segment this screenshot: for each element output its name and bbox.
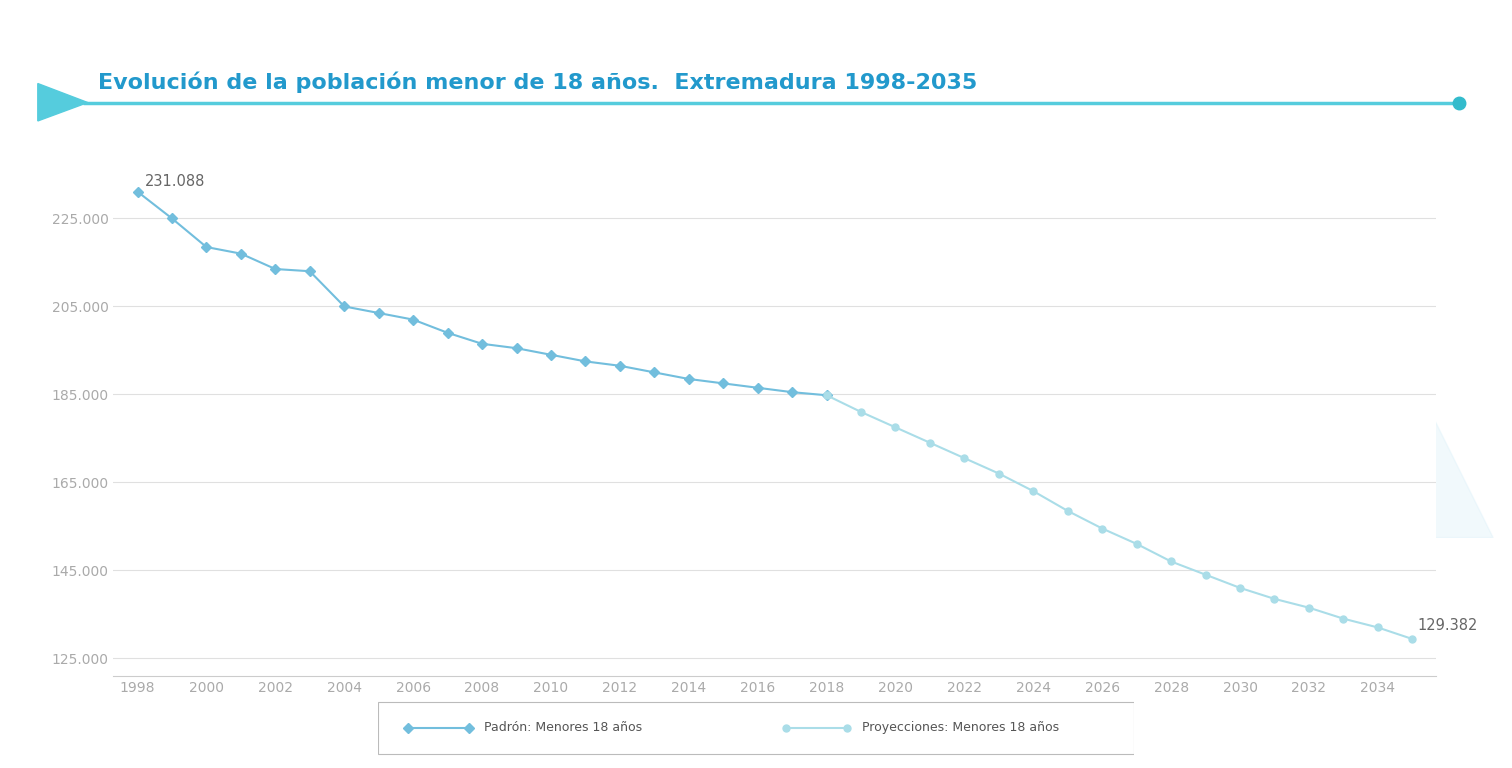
Text: Padrón: Menores 18 años: Padrón: Menores 18 años bbox=[484, 721, 643, 734]
Polygon shape bbox=[1172, 263, 1379, 538]
Text: 231.088: 231.088 bbox=[145, 174, 204, 190]
Text: 129.382: 129.382 bbox=[1417, 618, 1477, 633]
Text: Proyecciones: Menores 18 años: Proyecciones: Menores 18 años bbox=[862, 721, 1058, 734]
Polygon shape bbox=[1303, 363, 1492, 538]
Text: Evolución de la población menor de 18 años.  Extremadura 1998-2035: Evolución de la población menor de 18 añ… bbox=[98, 71, 978, 92]
Polygon shape bbox=[38, 84, 88, 121]
